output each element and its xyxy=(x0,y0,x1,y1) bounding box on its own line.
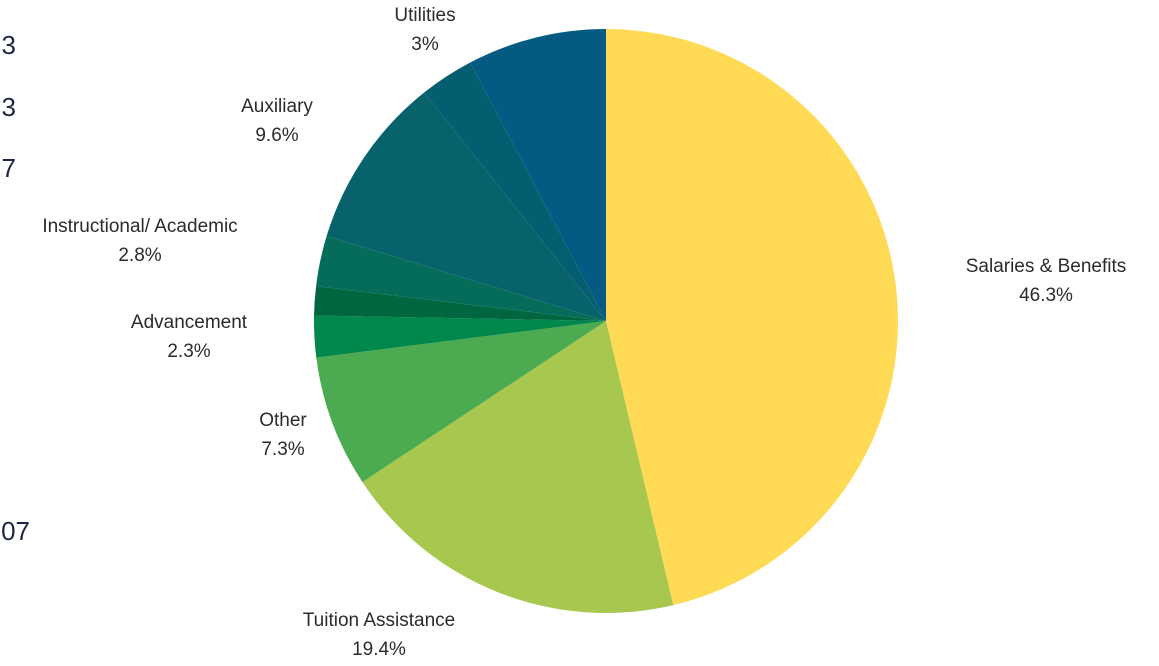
slice-label: Instructional/ Academic xyxy=(42,216,237,237)
slice-value-label: 46.3% xyxy=(1019,285,1073,306)
pie-slice-tuition-assistance xyxy=(362,321,674,613)
slice-label: Auxiliary xyxy=(241,96,313,117)
pie-slice-other xyxy=(316,321,606,483)
pie-slice-salaries-benefits xyxy=(606,29,898,606)
pie-slice-instructional-academic xyxy=(316,236,606,321)
pie-slice xyxy=(314,286,606,321)
left-text-fragments: 1 3 3 7 07 xyxy=(0,0,30,666)
slice-value-label: 7.3% xyxy=(261,439,304,460)
pie-slice-auxiliary xyxy=(326,92,606,321)
slice-value-label: 2.3% xyxy=(167,341,210,362)
slice-value-label: 19.4% xyxy=(352,639,406,660)
left-fragment: 3 xyxy=(1,30,16,60)
slice-label: Salaries & Benefits xyxy=(966,256,1127,277)
pie-slice-advancement xyxy=(313,315,606,358)
slice-value-label: 2.8% xyxy=(118,245,161,266)
slice-label: Tuition Assistance xyxy=(303,610,455,631)
pie-slice-utilities xyxy=(424,62,606,321)
pie-slice xyxy=(470,29,606,321)
left-fragment: 7 xyxy=(1,153,16,183)
slice-value-label: 3% xyxy=(411,34,439,55)
slice-label: Advancement xyxy=(131,312,248,333)
left-fragment: 3 xyxy=(1,92,16,122)
left-fragment: 07 xyxy=(1,516,30,546)
slice-label: Utilities xyxy=(394,5,455,26)
slice-value-label: 9.6% xyxy=(255,125,298,146)
left-fragment: 1 xyxy=(24,0,30,7)
slice-label: Other xyxy=(259,410,307,431)
